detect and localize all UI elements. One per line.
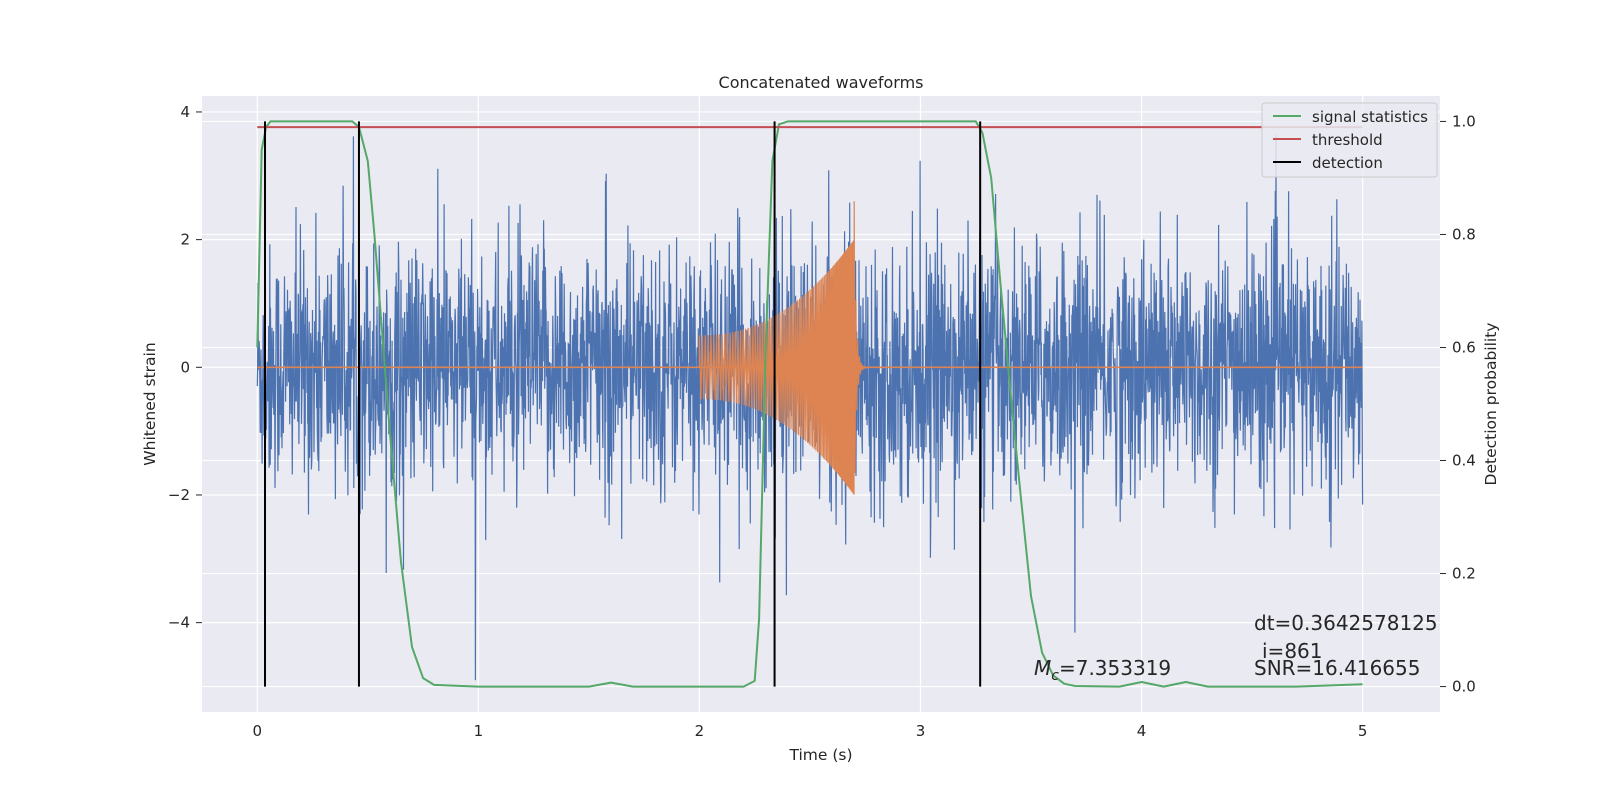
x-axis-label: Time (s): [788, 746, 852, 764]
legend-label-detection: detection: [1312, 154, 1383, 172]
legend: signal statistics threshold detection: [1261, 102, 1438, 178]
injected-waveform-series: [257, 201, 1363, 495]
annotation-dt: dt=0.3642578125: [1254, 611, 1438, 635]
y-tick-label-right: 0.8: [1452, 225, 1476, 243]
y-tick-label-left: −2: [168, 486, 190, 504]
legend-box: [1261, 102, 1438, 178]
x-tick-label: 3: [916, 722, 926, 740]
x-tick-label: 2: [695, 722, 705, 740]
signal-statistics-line: [256, 120, 1363, 688]
x-tick-label: 0: [252, 722, 262, 740]
detection-series: [264, 121, 982, 687]
y-tick-label-left: −4: [168, 614, 190, 632]
legend-label-threshold: threshold: [1312, 131, 1383, 149]
injected-waveform-line: [698, 201, 870, 495]
y-tick-label-left: 4: [180, 103, 190, 121]
y-tick-label-left: 0: [180, 358, 190, 376]
axis-ticks: 0 1 2 3 4 5 4 2 0 −2 −4 1.0 0.8 0.6 0.4 0.2 0.0: [168, 103, 1476, 740]
y-tick-label-right: 0.6: [1452, 338, 1476, 356]
y-tick-label-right: 1.0: [1452, 112, 1476, 130]
y-tick-label-right: 0.4: [1452, 452, 1476, 470]
annotation-chirp-mass-subscript: c: [1051, 668, 1059, 684]
annotation-index: i=861: [1262, 639, 1323, 663]
annotation-snr: SNR=16.416655: [1254, 656, 1420, 680]
y-axis-label-right: Detection probability: [1482, 323, 1500, 486]
legend-label-signal-statistics: signal statistics: [1312, 108, 1428, 126]
annotation-chirp-mass-value: =7.353319: [1059, 656, 1171, 680]
x-tick-label: 5: [1358, 722, 1368, 740]
chart-title: Concatenated waveforms: [719, 73, 924, 92]
y-tick-label-right: 0.2: [1452, 565, 1476, 583]
annotation-chirp-mass-symbol: M: [1034, 656, 1051, 680]
x-tick-label: 4: [1137, 722, 1147, 740]
annotation-chirp-mass: Mc=7.353319: [1034, 656, 1171, 684]
signal-statistics-series: [256, 120, 1363, 688]
x-tick-label: 1: [474, 722, 484, 740]
y-tick-label-right: 0.0: [1452, 678, 1476, 696]
y-tick-label-left: 2: [180, 231, 190, 249]
y-axis-label-left: Whitened strain: [141, 342, 159, 465]
